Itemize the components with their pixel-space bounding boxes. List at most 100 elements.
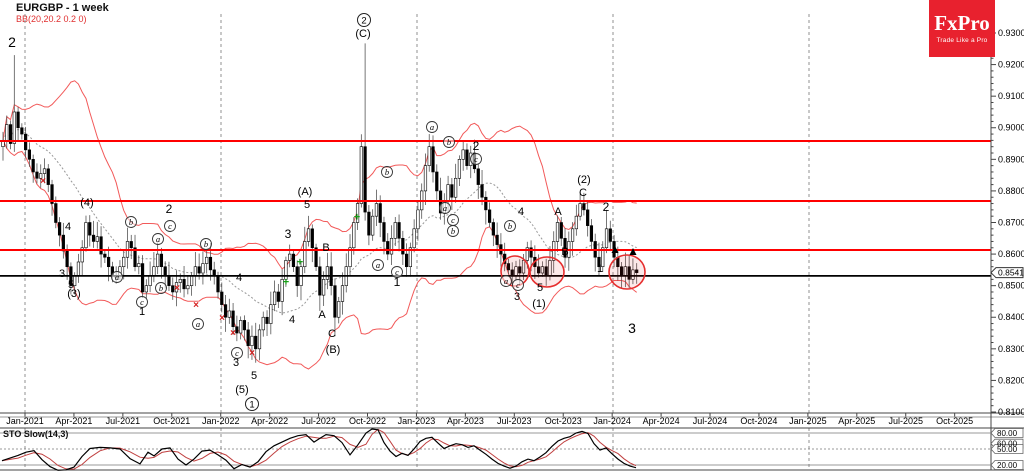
circled-letter-ring <box>426 121 438 133</box>
wave-label: (5) <box>235 384 248 396</box>
sto-main-line <box>1 428 637 471</box>
candle-bullish <box>5 124 9 141</box>
candle-bullish <box>12 111 16 144</box>
wave-label: 4 <box>289 314 295 326</box>
candle-bearish <box>235 326 239 334</box>
stochastic-pane[interactable] <box>0 428 1024 471</box>
circled-number-ring <box>357 13 371 27</box>
candle-bearish <box>480 184 484 198</box>
candle-bearish <box>397 222 401 239</box>
candle-bearish <box>216 275 220 293</box>
candle-bearish <box>635 269 639 273</box>
circled-letter-label: b <box>129 217 133 227</box>
circled-letter-label: c <box>451 215 455 225</box>
candle-bearish <box>107 256 111 268</box>
candle-bearish <box>363 146 367 213</box>
circled-number-label: 2 <box>361 16 366 27</box>
circled-letter-ring <box>125 216 137 228</box>
candle-bullish <box>348 247 352 268</box>
wave-label: 1 <box>394 275 401 289</box>
candle-bearish <box>484 196 488 211</box>
candle-bullish <box>359 146 363 204</box>
candle-bullish <box>525 247 529 261</box>
candle-bearish <box>208 256 213 271</box>
candle-bullish <box>446 184 450 201</box>
candle-bullish <box>540 266 544 274</box>
sell-x-marker: × <box>249 348 255 359</box>
candle-bullish <box>461 149 465 160</box>
time-tick-label: Jan-2021 <box>6 416 44 426</box>
time-tick-label: Jul-2024 <box>693 416 728 426</box>
candle-bullish <box>76 261 81 277</box>
highlight-circle <box>608 254 646 290</box>
wave-label: (4) <box>80 197 93 209</box>
time-tick-label: Jul-2023 <box>497 416 532 426</box>
candle-bullish <box>574 215 578 230</box>
circled-letter-label: b <box>508 221 512 231</box>
candle-bullish <box>340 285 345 302</box>
circled-letter-ring <box>111 271 123 283</box>
candle-bearish <box>491 222 495 236</box>
candle-bearish <box>597 256 601 268</box>
candle-bullish <box>578 203 582 217</box>
wave-label: 3 <box>285 227 292 241</box>
candle-bearish <box>231 310 235 328</box>
candle-bullish <box>239 320 243 334</box>
sto-level-tag <box>990 444 1024 454</box>
candle-bullish <box>454 177 458 198</box>
candle-bullish <box>137 263 141 268</box>
buy-plus-marker: + <box>283 277 289 289</box>
wave-label: 5 <box>537 282 543 294</box>
circled-letter-ring <box>447 225 459 237</box>
candle-bullish <box>427 146 431 166</box>
sto-level-tag-text: 80.00 <box>997 429 1018 438</box>
wave-label: (2) <box>577 174 590 186</box>
bb-indicator-label: BB(20,20.2 0.2 0) <box>16 14 87 24</box>
candle-bearish <box>220 291 224 305</box>
candle-bearish <box>405 253 409 268</box>
candle-bullish <box>156 253 160 268</box>
circled-letter-label: c <box>516 280 520 290</box>
wave-label: A <box>554 206 562 218</box>
sto-level-tag <box>990 460 1024 470</box>
candle-bullish <box>416 209 420 230</box>
circled-letter-ring <box>164 220 176 232</box>
candle-bullish <box>144 285 148 293</box>
wave-label: (A) <box>298 186 313 198</box>
candle-bearish <box>91 234 96 242</box>
bollinger-upper-band <box>2 80 637 270</box>
circled-letter-label: b <box>385 167 389 177</box>
fxpro-tagline: Trade Like a Pro <box>936 37 988 44</box>
candle-bearish <box>495 234 499 245</box>
time-tick-label: Apr-2023 <box>447 416 484 426</box>
time-tick-label: Jan-2022 <box>202 416 240 426</box>
candle-bullish <box>122 256 126 268</box>
candle-bullish <box>337 301 341 318</box>
candle-bearish <box>171 285 175 293</box>
candle-bearish <box>291 253 296 268</box>
candle-bearish <box>378 203 382 223</box>
circled-letter-ring <box>381 166 393 178</box>
candle-bearish <box>401 237 405 255</box>
sto-signal-line <box>1 428 637 470</box>
time-axis[interactable] <box>24 413 956 417</box>
candle-bearish <box>242 320 247 331</box>
candle-bearish <box>133 247 137 268</box>
candle-bullish <box>272 291 277 305</box>
price-axis[interactable] <box>991 13 996 413</box>
highlight-circle <box>529 256 565 288</box>
candle-bullish <box>389 237 394 255</box>
candle-bearish <box>586 209 590 226</box>
candle-bullish <box>303 241 307 268</box>
wave-label: 4 <box>65 221 71 233</box>
wave-label: C <box>579 187 587 199</box>
wave-labels <box>111 13 524 411</box>
candle-bearish <box>487 209 492 223</box>
circled-letter-label: b <box>204 239 208 249</box>
circled-letter-ring <box>231 347 243 359</box>
wave-label: 3 <box>233 357 239 369</box>
